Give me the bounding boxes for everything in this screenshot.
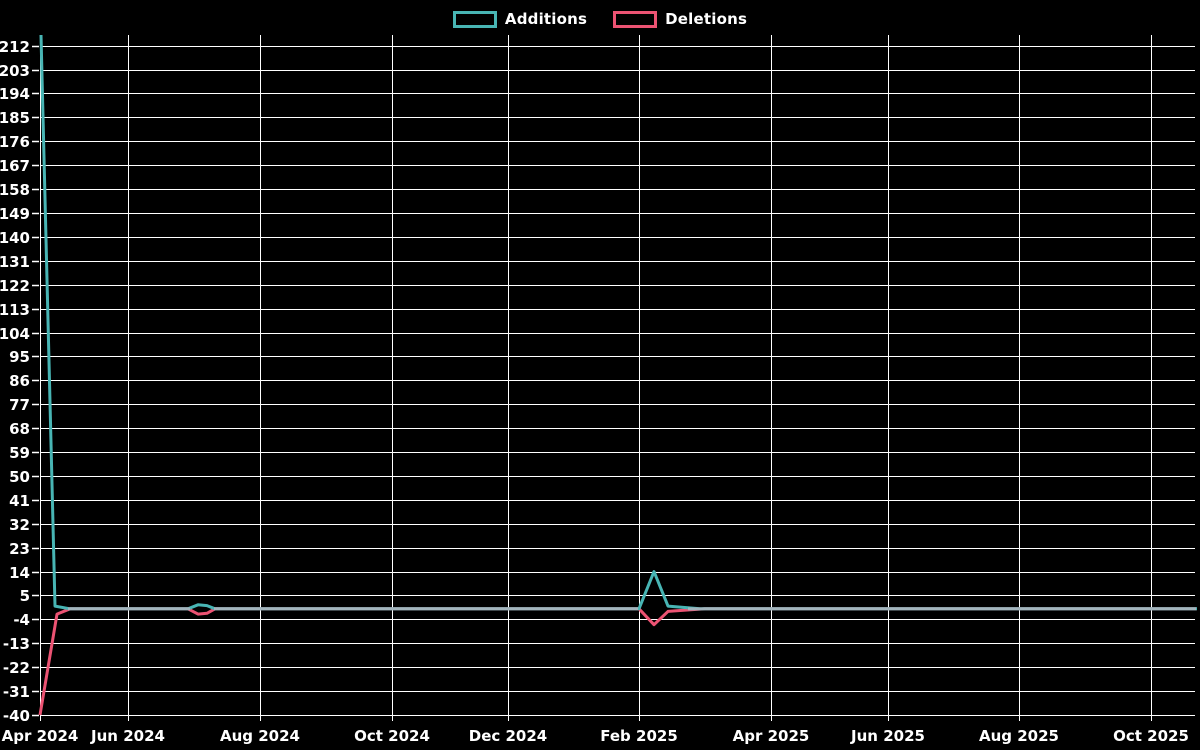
x-tick-label: Aug 2025 — [979, 727, 1059, 745]
y-tick-label: 68 — [9, 420, 30, 438]
y-tick-label: 23 — [9, 540, 30, 558]
legend-item-deletions[interactable]: Deletions — [613, 10, 747, 28]
y-tick-label: 131 — [0, 253, 30, 271]
y-tick-label: -13 — [3, 635, 30, 653]
y-tick-label: 41 — [9, 492, 30, 510]
y-tick-label: 203 — [0, 62, 30, 80]
y-tick-label: -22 — [3, 659, 30, 677]
y-tick-label: 5 — [20, 587, 30, 605]
y-tick-label: 194 — [0, 85, 30, 103]
additions-swatch-icon — [452, 10, 497, 28]
x-tick-label: Oct 2024 — [354, 727, 430, 745]
y-tick-label: 185 — [0, 109, 30, 127]
y-tick-label: 32 — [9, 516, 30, 534]
y-tick-label: 59 — [9, 444, 30, 462]
y-tick-label: -4 — [13, 611, 30, 629]
y-tick-label: -40 — [3, 707, 30, 725]
y-tick-label: 14 — [9, 564, 30, 582]
y-tick-label: 158 — [0, 181, 30, 199]
x-tick-label: Feb 2025 — [600, 727, 678, 745]
deletions-swatch-icon — [613, 10, 658, 28]
x-tick-label: Jun 2024 — [90, 727, 165, 745]
y-tick-label: 77 — [9, 396, 30, 414]
additions-line — [39, 34, 1197, 611]
x-tick-label: Dec 2024 — [469, 727, 548, 745]
y-tick-label: 176 — [0, 133, 30, 151]
x-tick-label: Apr 2024 — [2, 727, 79, 745]
y-tick-label: 86 — [9, 372, 30, 390]
y-tick-label: 122 — [0, 277, 30, 295]
y-tick-label: 167 — [0, 157, 30, 175]
x-tick-label: Aug 2024 — [220, 727, 300, 745]
x-tick-label: Oct 2025 — [1113, 727, 1189, 745]
deletions-line — [38, 607, 1197, 716]
y-tick-label: 95 — [9, 348, 30, 366]
y-tick-label: 140 — [0, 229, 30, 247]
legend-label-additions: Additions — [504, 10, 588, 28]
y-tick-label: 149 — [0, 205, 30, 223]
y-tick-label: 50 — [9, 468, 30, 486]
legend-item-additions[interactable]: Additions — [452, 10, 588, 28]
legend-label-deletions: Deletions — [665, 10, 748, 28]
y-tick-label: 113 — [0, 301, 30, 319]
chart-legend: Additions Deletions — [0, 8, 1200, 30]
y-tick-label: 212 — [0, 38, 30, 56]
y-tick-label: 104 — [0, 325, 30, 343]
x-tick-label: Jun 2025 — [850, 727, 925, 745]
x-tick-label: Apr 2025 — [733, 727, 810, 745]
y-tick-label: -31 — [3, 683, 30, 701]
